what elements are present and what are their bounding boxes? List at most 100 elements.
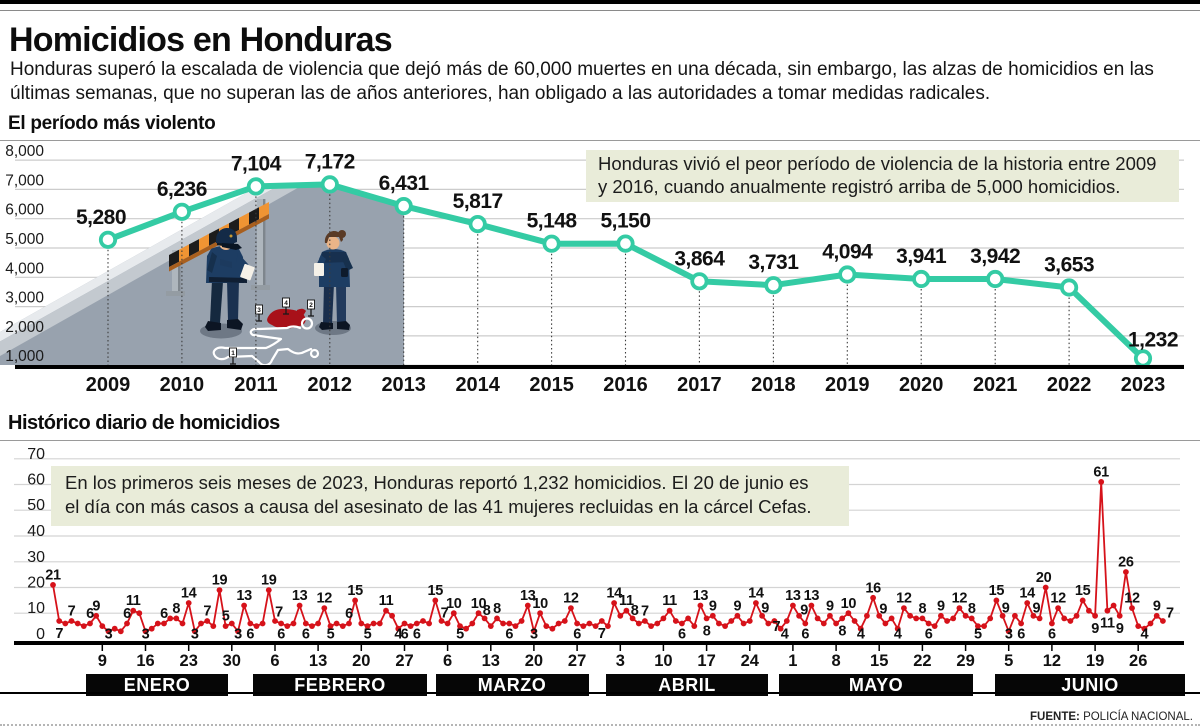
svg-text:8: 8 bbox=[631, 603, 639, 619]
svg-text:2020: 2020 bbox=[899, 374, 944, 396]
svg-text:MARZO: MARZO bbox=[478, 675, 547, 695]
svg-text:12: 12 bbox=[1050, 591, 1066, 607]
svg-text:5: 5 bbox=[974, 627, 982, 643]
svg-text:4: 4 bbox=[894, 627, 902, 643]
svg-text:19: 19 bbox=[1086, 652, 1104, 670]
svg-text:6: 6 bbox=[413, 627, 421, 643]
svg-text:20: 20 bbox=[525, 652, 543, 670]
svg-text:12: 12 bbox=[952, 591, 968, 607]
svg-text:9: 9 bbox=[709, 598, 717, 614]
svg-text:11: 11 bbox=[662, 593, 677, 609]
svg-text:3,942: 3,942 bbox=[970, 245, 1020, 268]
svg-text:7: 7 bbox=[275, 605, 283, 621]
svg-text:7: 7 bbox=[773, 619, 781, 635]
svg-text:11: 11 bbox=[619, 593, 634, 609]
svg-text:3: 3 bbox=[142, 627, 150, 643]
svg-text:19: 19 bbox=[212, 573, 228, 589]
svg-text:3,731: 3,731 bbox=[748, 251, 799, 274]
svg-text:10: 10 bbox=[27, 600, 45, 617]
svg-text:27: 27 bbox=[395, 652, 413, 670]
svg-text:20: 20 bbox=[1036, 570, 1052, 586]
svg-text:8: 8 bbox=[919, 601, 927, 617]
svg-text:ABRIL: ABRIL bbox=[658, 675, 716, 695]
svg-text:10: 10 bbox=[446, 596, 462, 612]
svg-text:40: 40 bbox=[27, 523, 45, 540]
svg-text:1,000: 1,000 bbox=[5, 348, 44, 365]
svg-text:6: 6 bbox=[678, 627, 686, 643]
svg-text:5: 5 bbox=[222, 609, 230, 625]
svg-text:6: 6 bbox=[123, 606, 131, 622]
svg-text:5: 5 bbox=[364, 627, 372, 643]
svg-text:29: 29 bbox=[956, 652, 974, 670]
svg-text:6: 6 bbox=[1017, 627, 1025, 643]
svg-text:14: 14 bbox=[606, 586, 622, 602]
svg-text:13: 13 bbox=[482, 652, 500, 670]
svg-text:15: 15 bbox=[870, 652, 888, 670]
svg-text:15: 15 bbox=[428, 583, 444, 599]
svg-text:14: 14 bbox=[181, 586, 197, 602]
svg-text:10: 10 bbox=[654, 652, 672, 670]
svg-text:9: 9 bbox=[1116, 621, 1124, 637]
svg-text:1: 1 bbox=[231, 350, 235, 357]
svg-text:JUNIO: JUNIO bbox=[1061, 675, 1119, 695]
svg-text:9: 9 bbox=[1033, 600, 1041, 616]
svg-text:2014: 2014 bbox=[455, 374, 500, 396]
svg-text:1: 1 bbox=[788, 652, 797, 670]
svg-text:3,864: 3,864 bbox=[674, 247, 725, 270]
svg-text:4,094: 4,094 bbox=[822, 241, 873, 264]
svg-text:3: 3 bbox=[234, 627, 242, 643]
svg-text:2021: 2021 bbox=[973, 374, 1018, 396]
svg-text:8: 8 bbox=[483, 603, 491, 619]
svg-text:3,000: 3,000 bbox=[5, 290, 44, 307]
svg-text:9: 9 bbox=[937, 598, 945, 614]
svg-text:2010: 2010 bbox=[160, 374, 205, 396]
svg-text:6,431: 6,431 bbox=[379, 172, 430, 195]
svg-text:14: 14 bbox=[1019, 586, 1035, 602]
svg-text:60: 60 bbox=[27, 472, 45, 489]
svg-text:6,000: 6,000 bbox=[5, 202, 44, 219]
svg-text:13: 13 bbox=[804, 588, 820, 604]
svg-text:21: 21 bbox=[45, 567, 61, 583]
svg-text:9: 9 bbox=[826, 598, 834, 614]
svg-text:5: 5 bbox=[1004, 652, 1013, 670]
svg-text:6: 6 bbox=[801, 627, 809, 643]
svg-text:3: 3 bbox=[191, 627, 199, 643]
svg-text:13: 13 bbox=[236, 588, 252, 604]
svg-text:6: 6 bbox=[246, 627, 254, 643]
svg-text:9: 9 bbox=[800, 602, 808, 618]
svg-text:5,150: 5,150 bbox=[600, 210, 650, 233]
svg-text:13: 13 bbox=[785, 588, 801, 604]
svg-text:6: 6 bbox=[270, 652, 279, 670]
svg-text:10: 10 bbox=[841, 596, 857, 612]
svg-text:11: 11 bbox=[126, 593, 141, 609]
svg-text:9: 9 bbox=[879, 601, 887, 617]
svg-text:8: 8 bbox=[838, 623, 846, 639]
svg-text:7: 7 bbox=[441, 606, 449, 622]
svg-text:11: 11 bbox=[379, 593, 394, 609]
svg-text:2023: 2023 bbox=[1121, 374, 1166, 396]
svg-text:2018: 2018 bbox=[751, 374, 796, 396]
svg-text:MAYO: MAYO bbox=[849, 675, 903, 695]
svg-text:7: 7 bbox=[598, 626, 606, 642]
svg-text:19: 19 bbox=[261, 573, 277, 589]
svg-text:30: 30 bbox=[27, 549, 45, 566]
svg-text:9: 9 bbox=[761, 600, 769, 616]
svg-text:50: 50 bbox=[27, 497, 45, 514]
svg-text:FEBRERO: FEBRERO bbox=[294, 675, 386, 695]
svg-text:3: 3 bbox=[105, 627, 113, 643]
svg-text:6: 6 bbox=[505, 627, 513, 643]
svg-text:12: 12 bbox=[317, 591, 333, 607]
svg-text:9: 9 bbox=[1002, 600, 1010, 616]
svg-text:1,232: 1,232 bbox=[1128, 328, 1178, 351]
svg-text:12: 12 bbox=[1124, 591, 1140, 607]
svg-text:2012: 2012 bbox=[308, 374, 353, 396]
svg-text:0: 0 bbox=[36, 626, 45, 643]
svg-text:3,653: 3,653 bbox=[1044, 254, 1094, 277]
svg-text:2019: 2019 bbox=[825, 374, 870, 396]
svg-text:7: 7 bbox=[641, 604, 649, 620]
svg-text:6,236: 6,236 bbox=[157, 178, 207, 201]
svg-text:12: 12 bbox=[896, 591, 912, 607]
svg-text:6: 6 bbox=[345, 606, 353, 622]
svg-text:7,104: 7,104 bbox=[231, 152, 282, 175]
svg-text:15: 15 bbox=[989, 583, 1005, 599]
